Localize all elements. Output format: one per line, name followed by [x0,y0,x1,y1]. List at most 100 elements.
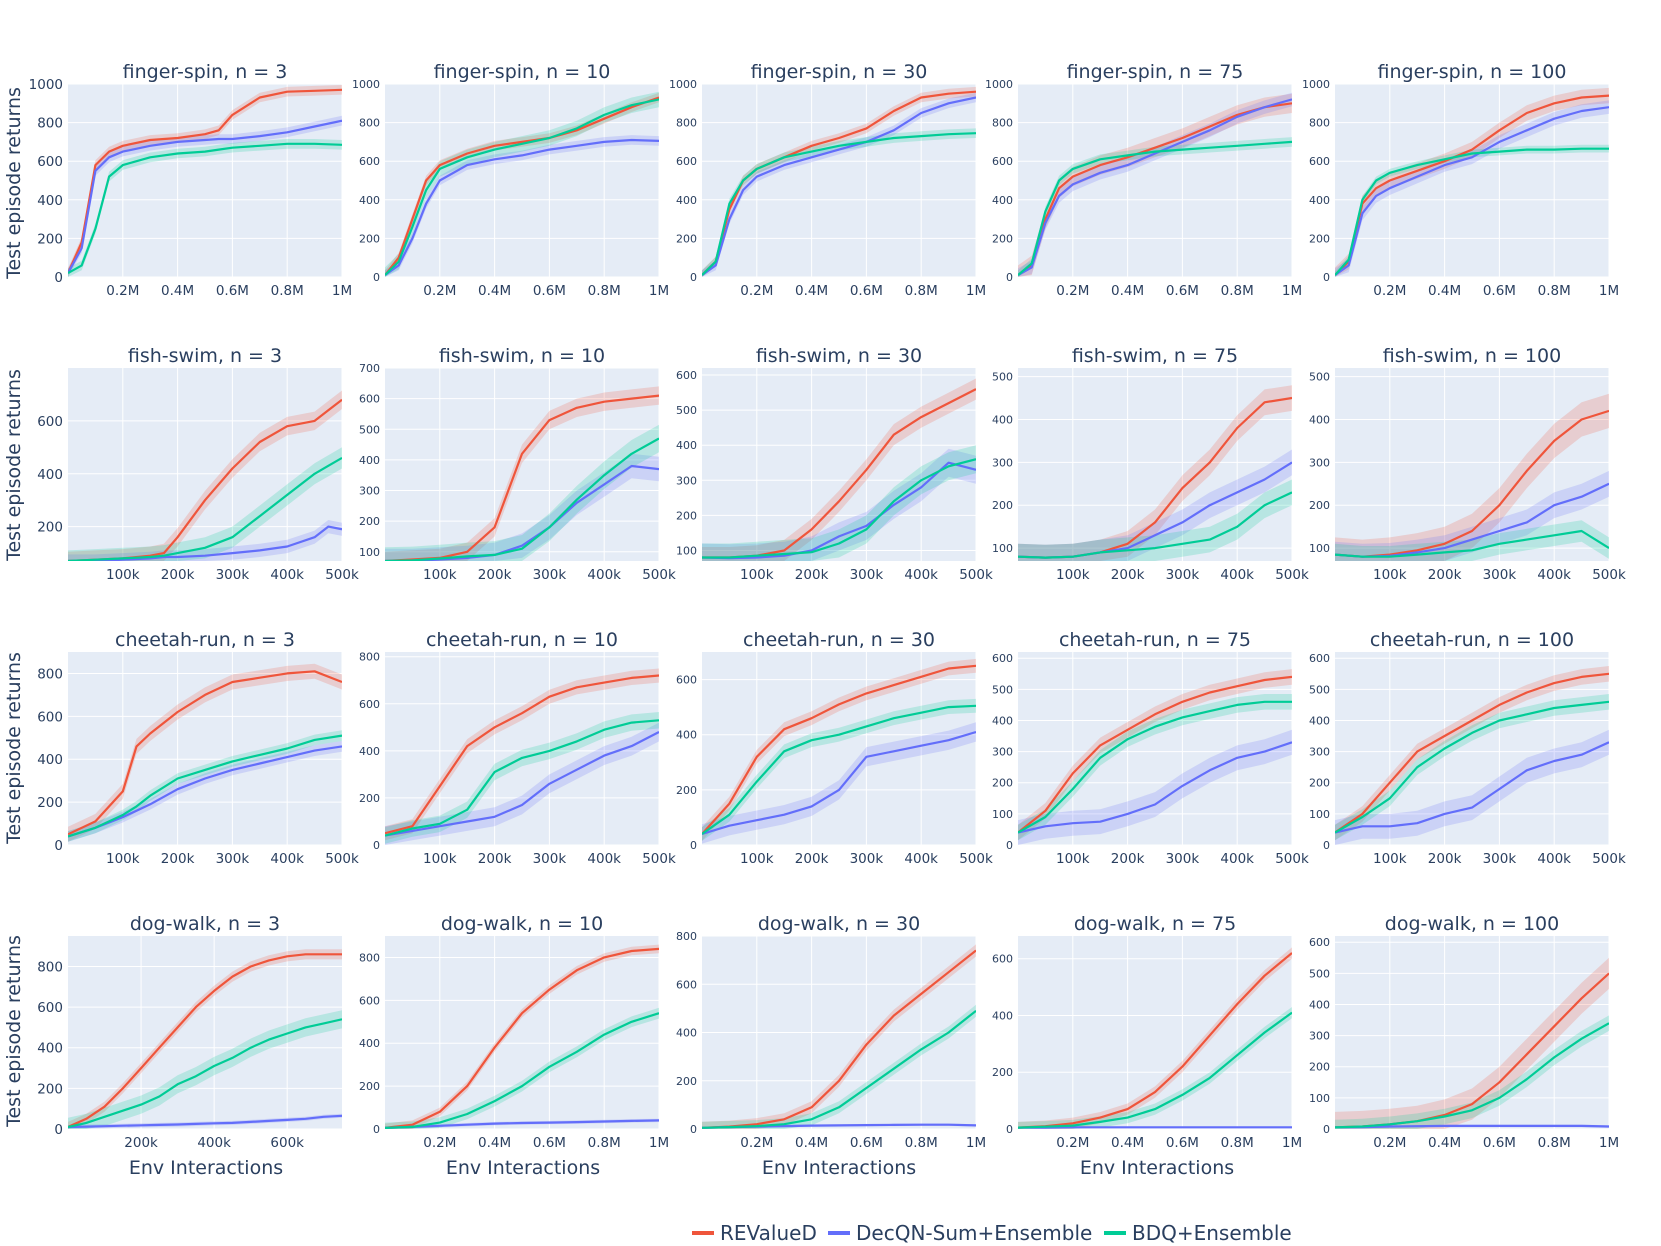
subplot-cheetah-run-n-30: 0 200 400 600 100k 200k 300k 400k 500k cheetah-ru… [676,629,993,867]
x-tick-label: 0.6M [1166,283,1199,299]
x-tick-label: 0.2M [1056,1135,1089,1151]
y-tick-label: 0 [1323,271,1330,284]
series-band-revalued [702,658,976,841]
series-line-revalued [702,90,976,276]
y-tick-label: 300 [1309,456,1330,469]
series-band-revalued [385,386,659,561]
x-tick-label: 0.2M [740,283,773,299]
plot-background [385,84,659,277]
y-tick-label: 500 [1309,683,1330,696]
x-tick-label: 400k [1220,851,1254,867]
y-tick-label: 600 [359,155,380,168]
y-tick-label: 500 [1309,371,1330,384]
series-band-revalued [68,949,342,1129]
x-tick-label: 300k [1483,851,1517,867]
legend-label-bdq: BDQ+Ensemble [1132,1221,1292,1245]
x-tick-label: 0.4M [1111,1135,1144,1151]
series-line-revalued [385,947,659,1129]
x-tick-label: 500k [959,567,993,583]
y-tick-label: 400 [37,1041,63,1057]
series-line-bdq-ensemble [702,132,976,276]
subplot-fish-swim-n-100: 100 200 300 400 500 100k 200k 300k 400k 500k fish-… [1309,345,1626,583]
series-band-decqn-sum-ensemble [1018,449,1292,561]
series-band-revalued [1335,393,1609,561]
x-tick-label: 1M [1282,1135,1302,1151]
subplot-title: finger-spin, n = 30 [751,61,928,83]
subplot-title: dog-walk, n = 30 [758,913,920,935]
subplot-title: dog-walk, n = 3 [130,913,280,935]
y-tick-label: 400 [359,1037,380,1050]
series-line-bdq-ensemble [68,456,342,561]
y-tick-label: 300 [676,474,697,487]
series-line-bdq-ensemble [68,142,342,275]
series-band-bdq-ensemble [702,445,976,561]
series-band-decqn-sum-ensemble [68,520,342,561]
y-tick-label: 200 [676,232,697,245]
subplot-title: finger-spin, n = 3 [123,61,288,83]
y-tick-label: 600 [37,414,63,430]
y-tick-label: 0 [54,838,63,854]
subplot-fish-swim-n-30: 100 200 300 400 500 600 100k 200k 300k 400k 500k fi… [676,345,993,583]
y-tick-label: 200 [359,515,380,528]
y-tick-label: 0 [54,270,63,286]
y-axis-label-row-1: Test episode returns [3,87,25,280]
y-tick-label: 700 [359,362,380,375]
series-band-bdq-ensemble [385,712,659,844]
y-tick-label: 400 [676,194,697,207]
x-tick-label: 200k [161,851,195,867]
y-tick-label: 800 [359,651,380,664]
subplot-title: cheetah-run, n = 100 [1370,629,1574,651]
x-tick-label: 0.6M [850,1135,883,1151]
x-tick-label: 300k [533,851,567,867]
y-tick-label: 200 [992,1066,1013,1079]
y-tick-label: 300 [1309,1030,1330,1043]
series-band-revalued [385,92,659,277]
x-tick-label: 400k [587,567,621,583]
series-band-bdq-ensemble [385,424,659,561]
subplot-title: fish-swim, n = 10 [439,345,605,367]
y-tick-label: 800 [676,117,697,130]
series-band-decqn-sum-ensemble [385,722,659,845]
y-tick-label: 600 [1309,155,1330,168]
y-tick-label: 1000 [669,78,697,91]
plot-data [68,390,342,561]
y-tick-label: 800 [37,116,63,132]
plot-data [1018,385,1292,561]
y-tick-label: 600 [676,369,697,382]
y-tick-label: 200 [359,1080,380,1093]
subplot-title: finger-spin, n = 75 [1067,61,1244,83]
y-axis-label-row-4: Test episode returns [3,935,25,1128]
y-tick-label: 0 [373,839,380,852]
x-tick-label: 200k [124,1135,158,1151]
y-tick-label: 200 [359,792,380,805]
plot-data [68,949,342,1129]
x-tick-label: 400k [1220,567,1254,583]
y-tick-label: 400 [359,745,380,758]
x-tick-label: 400k [904,851,938,867]
y-tick-label: 0 [690,1123,697,1136]
y-tick-label: 800 [359,117,380,130]
x-tick-label: 0.6M [1483,283,1516,299]
series-line-revalued [1018,675,1292,834]
plot-background [702,84,976,277]
subplot-dog-walk-n-100: 0 100 200 300 400 500 600 0.2M 0.4M 0.6M 0.8M 1M dog… [1309,913,1619,1151]
x-tick-label: 500k [959,851,993,867]
x-tick-label: 0.4M [795,283,828,299]
y-tick-label: 500 [992,683,1013,696]
y-tick-label: 0 [54,1122,63,1138]
y-tick-label: 300 [1309,746,1330,759]
x-tick-label: 400k [1537,567,1571,583]
plot-data [1018,669,1292,845]
plot-data [1018,947,1292,1129]
y-tick-label: 400 [992,714,1013,727]
x-tick-label: 200k [478,851,512,867]
series-line-revalued [702,664,976,835]
x-tick-label: 0.4M [1111,283,1144,299]
series-line-decqn-sum-ensemble [702,730,976,836]
x-tick-label: 0.6M [850,283,883,299]
subplot-title: finger-spin, n = 100 [1378,61,1567,83]
y-tick-label: 400 [1309,413,1330,426]
x-tick-label: 500k [1275,567,1309,583]
plot-data [385,91,659,277]
subplot-title: fish-swim, n = 75 [1072,345,1238,367]
